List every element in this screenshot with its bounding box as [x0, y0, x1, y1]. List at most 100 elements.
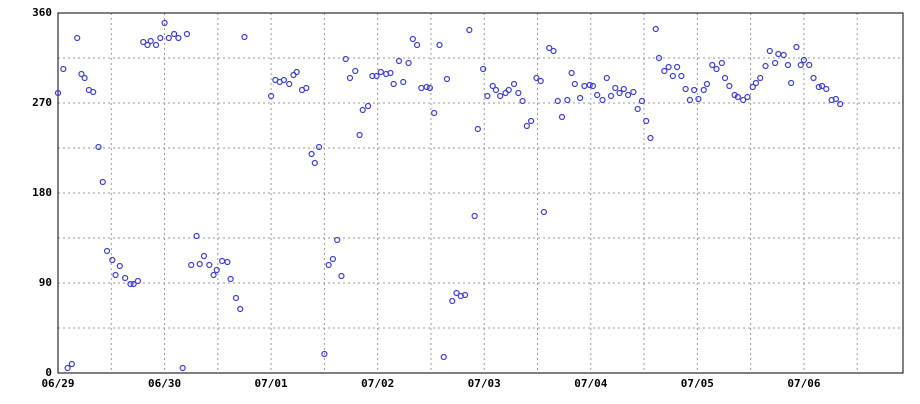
point: [700, 86, 707, 94]
point: [577, 94, 584, 102]
point: [54, 89, 62, 97]
point: [241, 33, 248, 41]
point: [558, 113, 566, 121]
point: [109, 256, 116, 264]
point: [780, 51, 787, 59]
point: [171, 30, 178, 38]
y-tick-label: 360: [32, 6, 52, 19]
point: [484, 92, 491, 100]
point: [196, 260, 203, 268]
point: [528, 117, 535, 125]
point: [772, 59, 779, 67]
point: [519, 97, 526, 105]
point: [647, 134, 654, 142]
point: [638, 97, 646, 105]
point: [661, 67, 668, 75]
point: [624, 91, 632, 99]
point: [564, 96, 571, 104]
point: [510, 80, 518, 88]
point: [210, 271, 217, 279]
point: [810, 74, 817, 82]
point: [157, 34, 164, 42]
point: [338, 272, 345, 280]
point: [568, 69, 575, 77]
point: [616, 89, 623, 97]
point: [546, 44, 553, 52]
point: [395, 57, 403, 65]
point: [213, 266, 220, 274]
point: [837, 100, 844, 108]
point: [718, 59, 725, 67]
point: [409, 35, 416, 43]
point: [423, 83, 430, 91]
point: [766, 47, 773, 55]
point: [537, 77, 544, 85]
x-tick-label: 07/02: [361, 377, 394, 390]
point: [183, 30, 191, 38]
point: [130, 280, 137, 288]
point: [140, 38, 147, 46]
point: [127, 280, 134, 288]
point: [90, 88, 97, 96]
point: [603, 74, 610, 82]
point: [571, 80, 578, 88]
point: [497, 92, 504, 100]
point: [832, 95, 839, 103]
point: [492, 86, 500, 94]
point: [523, 122, 530, 130]
point: [99, 178, 106, 186]
point: [703, 80, 711, 88]
point: [311, 159, 318, 167]
point: [390, 80, 397, 88]
y-tick-label: 180: [32, 186, 52, 199]
point: [286, 80, 293, 88]
point: [200, 252, 208, 260]
point: [620, 85, 627, 93]
point: [387, 69, 394, 77]
point: [652, 25, 659, 33]
point: [540, 208, 548, 216]
point: [103, 247, 111, 255]
x-tick-label: 06/30: [148, 377, 181, 390]
point: [643, 117, 650, 125]
point: [634, 105, 641, 113]
point: [815, 83, 822, 91]
point: [60, 65, 67, 73]
point: [793, 43, 800, 51]
point: [293, 68, 300, 76]
point: [232, 294, 240, 302]
x-tick-label: 06/29: [41, 377, 74, 390]
point: [405, 59, 412, 67]
plot-frame: [57, 12, 904, 374]
point: [147, 37, 154, 45]
point: [533, 74, 540, 82]
point: [377, 68, 384, 76]
point: [806, 61, 813, 69]
point: [369, 72, 376, 80]
point: [237, 305, 244, 313]
y-tick-label: 270: [32, 96, 52, 109]
point: [413, 41, 421, 49]
point: [144, 41, 151, 49]
point: [81, 74, 88, 82]
point: [116, 262, 123, 270]
point: [334, 236, 341, 244]
point: [550, 47, 557, 55]
point: [74, 34, 81, 42]
point: [594, 91, 601, 99]
point: [673, 63, 681, 71]
point: [352, 67, 359, 75]
point: [757, 74, 764, 82]
point: [356, 131, 363, 139]
point: [797, 61, 804, 69]
point: [740, 96, 747, 104]
point: [453, 289, 460, 297]
point: [359, 106, 366, 114]
x-tick-label: 07/04: [574, 377, 607, 390]
point: [443, 75, 451, 83]
point: [515, 89, 522, 97]
point: [784, 61, 792, 69]
point: [489, 82, 496, 90]
point: [165, 34, 172, 42]
